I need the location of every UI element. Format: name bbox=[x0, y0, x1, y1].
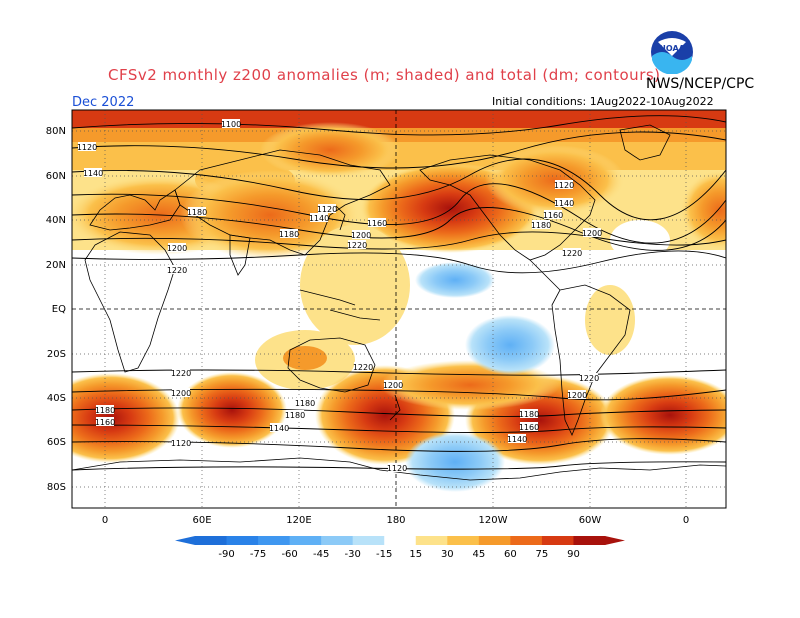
lat-label: 80N bbox=[46, 126, 66, 137]
map-frame bbox=[71, 109, 727, 509]
colorbar-label: -45 bbox=[313, 549, 329, 560]
contour-label: 1200 bbox=[567, 391, 587, 400]
colorbar-label: 45 bbox=[472, 549, 485, 560]
contour-label: 1180 bbox=[285, 411, 305, 420]
contour-label: 1140 bbox=[269, 424, 289, 433]
colorbar-left-arrow bbox=[175, 536, 195, 545]
colorbar-swatch bbox=[573, 536, 606, 545]
contour-label: 1100 bbox=[221, 120, 241, 129]
colorbar-swatch bbox=[321, 536, 354, 545]
contour-label: 1160 bbox=[367, 219, 387, 228]
contour-label: 1200 bbox=[351, 231, 371, 240]
colorbar-swatch bbox=[541, 536, 574, 545]
agency-label: NWS/NCEP/CPC bbox=[646, 76, 755, 92]
noaa-logo-icon: NOAA bbox=[651, 31, 693, 74]
contour-label: 1220 bbox=[579, 374, 599, 383]
initial-conditions: Initial conditions: 1Aug2022-10Aug2022 bbox=[492, 95, 714, 108]
svg-text:NOAA: NOAA bbox=[659, 44, 685, 53]
lon-label: 0 bbox=[102, 515, 108, 526]
contour-label: 1180 bbox=[531, 221, 551, 230]
colorbar-label: -90 bbox=[218, 549, 234, 560]
contour-label: 1160 bbox=[543, 211, 563, 220]
contour-label: 1220 bbox=[347, 241, 367, 250]
lat-label: 20N bbox=[46, 260, 66, 271]
colorbar-swatch bbox=[478, 536, 511, 545]
contour-labels: 1100 1120 1140 1180 1120 1140 1160 1180 … bbox=[77, 119, 602, 473]
coastlines bbox=[72, 124, 726, 481]
lat-label: 60S bbox=[47, 437, 66, 448]
colorbar-label: 90 bbox=[567, 549, 580, 560]
colorbar-label: 15 bbox=[409, 549, 422, 560]
figure-title: CFSv2 monthly z200 anomalies (m; shaded)… bbox=[108, 66, 661, 84]
colorbar-swatch bbox=[195, 536, 228, 545]
valid-month: Dec 2022 bbox=[72, 95, 135, 110]
lat-label: 60N bbox=[46, 171, 66, 182]
lon-label: 180 bbox=[386, 515, 405, 526]
contour-label: 1120 bbox=[77, 143, 97, 152]
contour-label: 1120 bbox=[387, 464, 407, 473]
lon-label: 60W bbox=[579, 515, 602, 526]
colorbar-label: 30 bbox=[441, 549, 454, 560]
contour-label: 1120 bbox=[554, 181, 574, 190]
contour-label: 1140 bbox=[83, 169, 103, 178]
contour-label: 1120 bbox=[317, 205, 337, 214]
colorbar-label: -60 bbox=[281, 549, 297, 560]
contour-label: 1200 bbox=[167, 244, 187, 253]
colorbar-swatch bbox=[384, 536, 417, 545]
contour-label: 1140 bbox=[554, 199, 574, 208]
lat-label: EQ bbox=[52, 304, 66, 315]
colorbar-label: -75 bbox=[250, 549, 266, 560]
contour-label: 1220 bbox=[353, 363, 373, 372]
contour-label: 1180 bbox=[295, 399, 315, 408]
colorbar: -90 -75 -60 -45 -30 -15 15 30 45 60 75 90 bbox=[175, 536, 625, 560]
lat-label: 40N bbox=[46, 215, 66, 226]
contour-label: 1140 bbox=[309, 214, 329, 223]
colorbar-swatch bbox=[258, 536, 291, 545]
contour-label: 1200 bbox=[582, 229, 602, 238]
contour-label: 1200 bbox=[383, 381, 403, 390]
lat-label: 20S bbox=[47, 349, 66, 360]
lon-label: 120E bbox=[286, 515, 311, 526]
contour-label: 1180 bbox=[519, 410, 539, 419]
lat-axis: 80N 60N 40N 20N EQ 20S 40S 60S 80S bbox=[46, 126, 66, 493]
contour-label: 1220 bbox=[167, 266, 187, 275]
colorbar-swatch bbox=[289, 536, 322, 545]
colorbar-label: -30 bbox=[345, 549, 361, 560]
colorbar-swatch bbox=[352, 536, 385, 545]
contour-label: 1180 bbox=[187, 208, 207, 217]
colorbar-swatch bbox=[415, 536, 448, 545]
colorbar-swatch bbox=[226, 536, 259, 545]
contour-label: 1220 bbox=[171, 369, 191, 378]
colorbar-label: 75 bbox=[536, 549, 549, 560]
lon-label: 0 bbox=[683, 515, 689, 526]
colorbar-swatch bbox=[510, 536, 543, 545]
contour-label: 1160 bbox=[95, 418, 115, 427]
contour-label: 1140 bbox=[507, 435, 527, 444]
contour-label: 1160 bbox=[519, 423, 539, 432]
contour-label: 1120 bbox=[171, 439, 191, 448]
lon-axis: 0 60E 120E 180 120W 60W 0 bbox=[102, 515, 689, 526]
colorbar-label: 60 bbox=[504, 549, 517, 560]
colorbar-swatch bbox=[447, 536, 480, 545]
colorbar-label: -15 bbox=[376, 549, 392, 560]
lat-label: 80S bbox=[47, 482, 66, 493]
contour-label: 1220 bbox=[562, 249, 582, 258]
lon-label: 120W bbox=[479, 515, 508, 526]
contour-label: 1180 bbox=[95, 406, 115, 415]
contour-label: 1200 bbox=[171, 389, 191, 398]
lat-label: 40S bbox=[47, 393, 66, 404]
contour-label: 1180 bbox=[279, 230, 299, 239]
colorbar-right-arrow bbox=[605, 536, 625, 545]
lon-label: 60E bbox=[192, 515, 211, 526]
